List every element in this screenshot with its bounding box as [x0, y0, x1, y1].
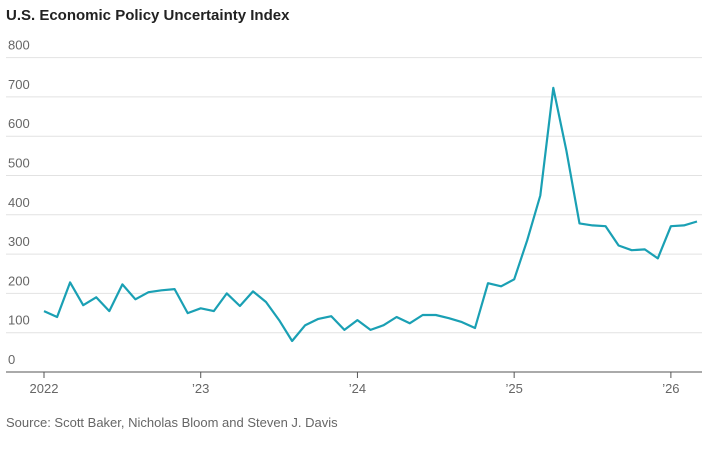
y-tick-label: 400	[8, 195, 30, 210]
y-tick-label: 700	[8, 77, 30, 92]
source-note: Source: Scott Baker, Nicholas Bloom and …	[6, 415, 338, 430]
chart-title: U.S. Economic Policy Uncertainty Index	[6, 7, 290, 24]
y-tick-label: 300	[8, 234, 30, 249]
x-tick-label: ’26	[662, 381, 679, 396]
x-tick-label: ’24	[349, 381, 366, 396]
data-line	[43, 86, 698, 343]
y-tick-label: 200	[8, 273, 30, 288]
y-tick-label: 0	[8, 352, 15, 367]
y-tick-label: 100	[8, 313, 30, 328]
x-tick-label: 2022	[30, 381, 59, 396]
y-tick-label: 500	[8, 156, 30, 171]
x-tick-label: ’23	[192, 381, 209, 396]
y-tick-label: 600	[8, 116, 30, 131]
y-tick-label: 800	[8, 38, 30, 53]
x-tick-label: ’25	[505, 381, 522, 396]
